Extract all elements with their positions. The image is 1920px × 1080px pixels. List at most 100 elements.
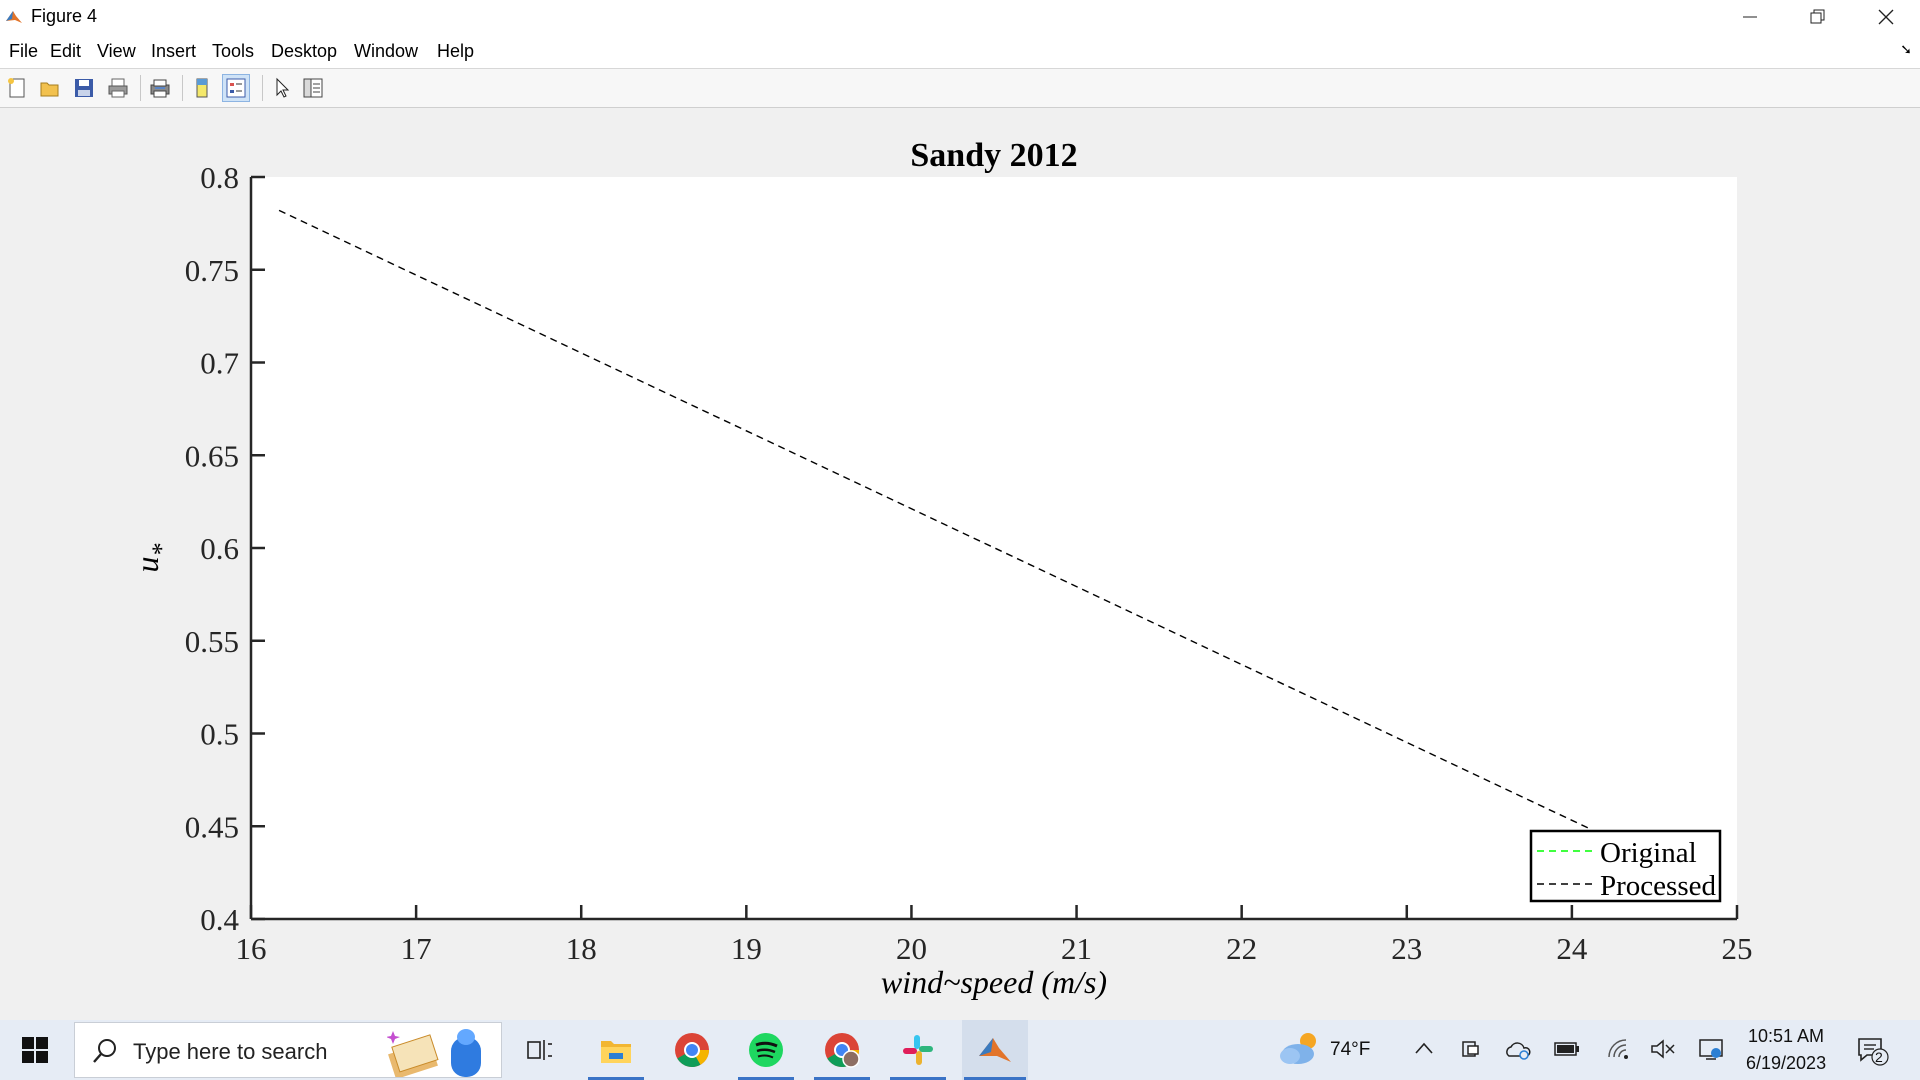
windows-logo-icon [22,1037,48,1063]
x-tick-label: 19 [731,931,762,966]
running-indicator [738,1077,794,1080]
window-title: Figure 4 [31,6,98,26]
file-explorer-button[interactable] [586,1020,646,1080]
wifi-icon[interactable] [1606,1037,1630,1061]
y-tick-label: 0.45 [185,809,239,844]
windows-taskbar: Type here to search 74°F [0,1020,1920,1080]
menu-help[interactable]: Help [437,41,475,61]
open-folder-icon [40,82,59,97]
print-preview-icon [150,79,170,98]
meet-now-icon[interactable] [1460,1038,1482,1060]
y-tick-label: 0.7 [200,346,239,381]
series-line-processed [278,209,1589,829]
dock-figure-icon[interactable]: ➘ [1900,42,1912,58]
insert-legend-button[interactable] [222,74,250,102]
notification-center-icon[interactable] [1856,1036,1890,1066]
y-tick-label: 0.65 [185,438,239,473]
x-tick-label: 16 [236,931,267,966]
spotify-icon [749,1033,783,1067]
chrome-profile-icon [825,1033,860,1068]
clock-date[interactable]: 6/19/2023 [1746,1053,1827,1073]
spotify-button[interactable] [736,1020,796,1080]
colorbar-icon [196,78,208,98]
menu-insert[interactable]: Insert [151,41,197,61]
restore-button[interactable] [1784,0,1852,34]
search-highlight-illustration-icon [387,1029,481,1077]
legend-label: Processed [1600,870,1716,902]
taskbar-search-box[interactable]: Type here to search [74,1022,502,1078]
legend-label: Original [1600,837,1697,869]
running-indicator [588,1077,644,1080]
menu-view[interactable]: View [97,41,136,61]
weather-cloud-icon[interactable] [1278,1030,1320,1066]
onedrive-sync-icon[interactable] [1505,1039,1531,1061]
task-view-button[interactable] [510,1020,570,1080]
print-figure-button[interactable] [104,74,132,102]
matlab-button[interactable] [962,1020,1028,1080]
chrome-icon [675,1033,709,1067]
search-placeholder: Type here to search [133,1039,328,1064]
pointer-arrow-icon [276,77,290,98]
matlab-icon [979,1038,1011,1062]
y-tick-label: 0.4 [200,902,239,937]
minimize-button[interactable] [1716,0,1784,34]
axis-ticks: 16 17 18 19 20 21 22 23 24 25 0.4 0.45 0.5 0.55 0.6 0.6… [185,160,1753,966]
running-indicator [890,1077,946,1080]
menu-tools[interactable]: Tools [212,41,255,61]
toolbar-separator [140,75,141,101]
y-axis-label: u* [129,544,176,573]
y-tick-label: 0.5 [200,717,239,752]
edit-plot-button[interactable] [268,74,296,102]
running-indicator [814,1077,870,1080]
x-tick-label: 24 [1556,931,1588,966]
toolbar-separator [182,75,183,101]
print-preview-button[interactable] [146,74,174,102]
colorbar-button[interactable] [188,74,216,102]
y-axis-label-group: u* [129,544,176,573]
menu-window[interactable]: Window [354,41,419,61]
chrome-button[interactable] [662,1020,722,1080]
y-tick-label: 0.55 [185,624,239,659]
window-title-bar: Figure 4 [0,0,1920,34]
x-axis-label: wind~speed (m/s) [881,964,1107,1000]
search-icon [93,1039,116,1063]
restore-icon [1810,9,1825,24]
menu-file[interactable]: File [9,41,39,61]
start-button[interactable] [5,1020,65,1080]
series-group [278,209,1589,829]
chrome-profile-button[interactable] [812,1020,872,1080]
legend-box [1529,829,1722,903]
weather-temperature[interactable]: 74°F [1330,1039,1371,1060]
line-chart: Sandy 2012 16 17 18 19 20 21 22 23 24 25 0.4 0.45 0.… [129,137,1753,1000]
volume-muted-icon[interactable] [1650,1038,1676,1060]
toolbar-separator [262,75,263,101]
save-figure-button[interactable] [70,74,98,102]
matlab-app-icon [6,11,22,23]
x-tick-label: 17 [401,931,432,966]
property-panel-icon [303,78,323,98]
remote-display-icon[interactable] [1698,1037,1724,1061]
menu-desktop[interactable]: Desktop [271,41,338,61]
slack-icon [903,1035,933,1065]
file-explorer-icon [601,1041,631,1063]
close-icon [1878,9,1894,25]
figure-toolbar [0,69,1920,108]
new-file-icon [8,78,25,98]
slack-button[interactable] [888,1020,948,1080]
menu-edit[interactable]: Edit [50,41,82,61]
new-figure-button[interactable] [3,74,31,102]
chevron-up-icon[interactable] [1414,1041,1434,1055]
x-tick-label: 20 [896,931,927,966]
save-disk-icon [75,79,93,97]
x-tick-label: 25 [1722,931,1753,966]
open-file-button[interactable] [36,74,64,102]
minimize-icon [1743,16,1757,18]
notification-count-badge[interactable]: 2 [1875,1049,1883,1065]
printer-icon [108,78,128,98]
close-button[interactable] [1852,0,1920,34]
property-inspector-button[interactable] [299,74,327,102]
battery-icon[interactable] [1554,1040,1580,1058]
x-tick-label: 21 [1061,931,1092,966]
clock-time[interactable]: 10:51 AM [1748,1026,1825,1046]
